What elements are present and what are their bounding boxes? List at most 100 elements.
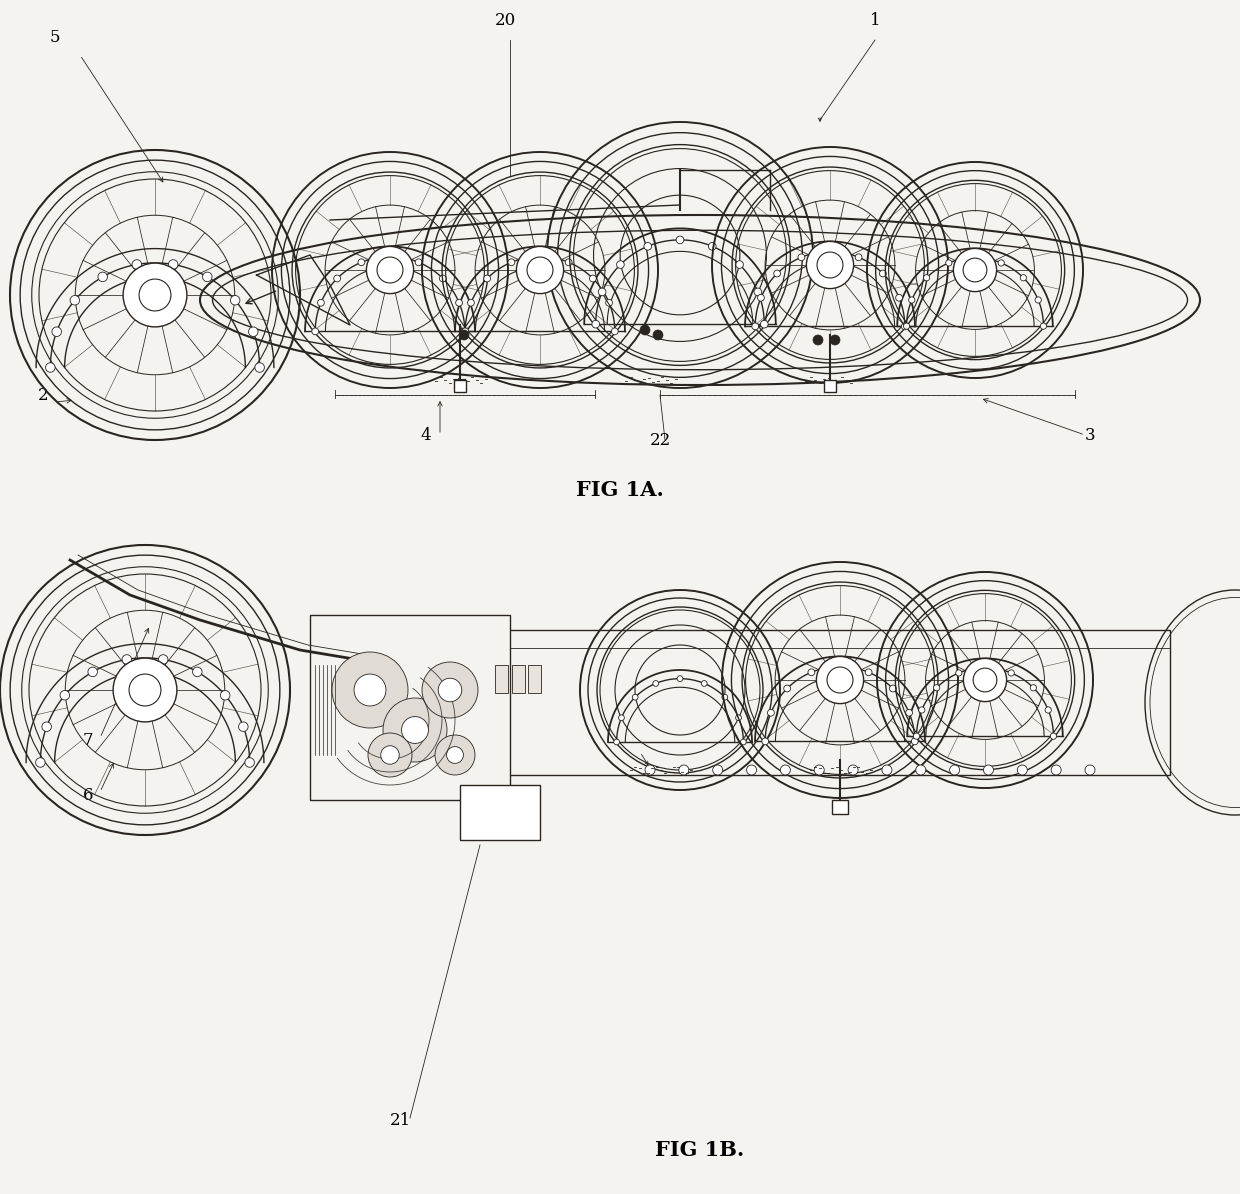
Bar	[832, 800, 848, 814]
Circle shape	[402, 716, 429, 744]
Circle shape	[611, 328, 619, 334]
Circle shape	[377, 257, 403, 283]
Text: 4: 4	[420, 427, 430, 444]
Circle shape	[202, 272, 212, 282]
Circle shape	[334, 275, 341, 282]
Circle shape	[837, 663, 843, 670]
Circle shape	[355, 675, 386, 706]
Circle shape	[1021, 275, 1027, 281]
Circle shape	[467, 300, 475, 306]
Bar	[495, 665, 508, 693]
Circle shape	[1052, 765, 1061, 775]
Circle shape	[645, 765, 655, 775]
Circle shape	[746, 765, 756, 775]
Circle shape	[653, 681, 658, 687]
Circle shape	[909, 297, 915, 303]
Text: 7: 7	[83, 732, 94, 749]
Circle shape	[889, 685, 897, 691]
Text: 20: 20	[495, 12, 516, 29]
Circle shape	[817, 252, 843, 278]
Bar	[460, 784, 539, 841]
Circle shape	[435, 736, 475, 775]
Circle shape	[678, 765, 689, 775]
Circle shape	[133, 260, 141, 269]
Circle shape	[415, 259, 422, 266]
Circle shape	[735, 715, 742, 721]
Circle shape	[231, 295, 239, 304]
Circle shape	[905, 709, 913, 716]
Bar	[310, 615, 510, 800]
Bar	[454, 380, 466, 392]
Circle shape	[358, 259, 365, 266]
Circle shape	[616, 260, 624, 269]
Circle shape	[52, 327, 62, 337]
Text: 1: 1	[870, 12, 880, 29]
Circle shape	[1017, 765, 1027, 775]
Circle shape	[332, 652, 408, 728]
Circle shape	[972, 254, 978, 260]
Text: FIG 1B.: FIG 1B.	[656, 1140, 745, 1161]
Circle shape	[751, 322, 759, 330]
Text: 21: 21	[391, 1112, 412, 1130]
Circle shape	[1050, 733, 1056, 739]
Circle shape	[901, 322, 908, 330]
Circle shape	[255, 363, 264, 373]
Circle shape	[1040, 324, 1047, 330]
Circle shape	[632, 695, 639, 700]
Circle shape	[946, 260, 952, 266]
Circle shape	[924, 275, 930, 281]
Circle shape	[735, 260, 744, 269]
Circle shape	[139, 279, 171, 310]
Circle shape	[914, 733, 920, 739]
Circle shape	[963, 658, 1007, 702]
Circle shape	[808, 669, 815, 676]
Circle shape	[963, 258, 987, 282]
Circle shape	[169, 260, 177, 269]
Circle shape	[644, 242, 651, 250]
Circle shape	[950, 765, 960, 775]
Circle shape	[640, 325, 650, 336]
Circle shape	[1030, 684, 1037, 691]
Circle shape	[799, 254, 805, 260]
Circle shape	[438, 678, 461, 702]
Circle shape	[702, 681, 707, 687]
Circle shape	[221, 690, 229, 700]
Bar	[528, 665, 541, 693]
Circle shape	[317, 300, 325, 306]
Circle shape	[760, 320, 768, 328]
Circle shape	[708, 242, 715, 250]
Circle shape	[677, 676, 683, 682]
Circle shape	[129, 675, 161, 706]
Circle shape	[36, 758, 45, 768]
Circle shape	[653, 330, 663, 340]
Circle shape	[159, 654, 167, 664]
Circle shape	[244, 758, 254, 768]
Circle shape	[916, 765, 926, 775]
Circle shape	[827, 667, 853, 693]
Circle shape	[806, 241, 853, 289]
Circle shape	[713, 765, 723, 775]
Circle shape	[98, 272, 108, 282]
Circle shape	[882, 765, 892, 775]
Bar	[512, 665, 525, 693]
Circle shape	[954, 248, 997, 291]
Circle shape	[248, 327, 258, 337]
Circle shape	[1085, 765, 1095, 775]
Circle shape	[813, 336, 823, 345]
Circle shape	[740, 739, 746, 745]
Circle shape	[1045, 707, 1052, 713]
Circle shape	[983, 765, 993, 775]
Circle shape	[455, 300, 463, 306]
Circle shape	[368, 733, 412, 777]
Circle shape	[904, 324, 910, 330]
Circle shape	[934, 684, 940, 691]
Circle shape	[816, 657, 863, 703]
Circle shape	[71, 295, 79, 304]
Circle shape	[537, 253, 543, 260]
Text: FIG 1A.: FIG 1A.	[577, 480, 663, 500]
Circle shape	[311, 328, 319, 334]
Circle shape	[848, 765, 858, 775]
Text: 6: 6	[83, 787, 93, 804]
Circle shape	[42, 722, 51, 732]
Circle shape	[439, 275, 446, 282]
